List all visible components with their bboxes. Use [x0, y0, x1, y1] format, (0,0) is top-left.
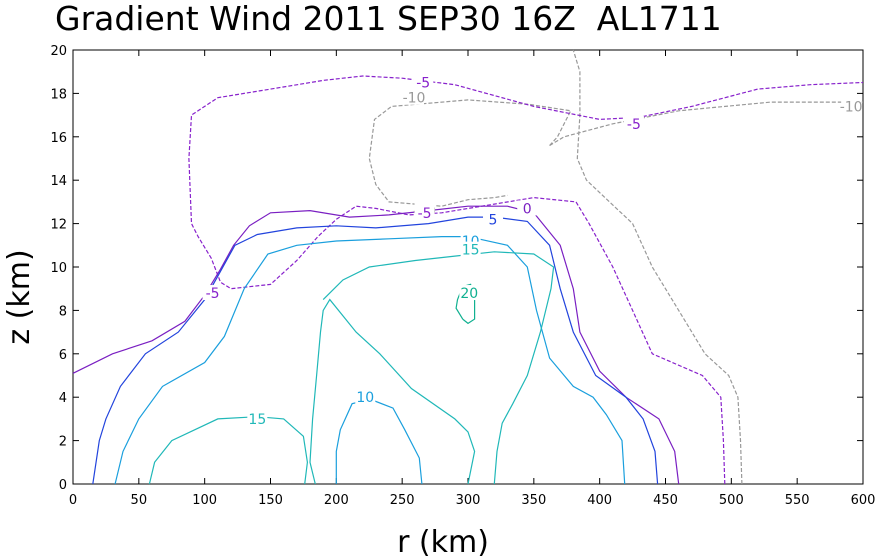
x-tick-label: 600 [851, 493, 876, 508]
y-axis-label: z (km) [2, 249, 37, 344]
y-tick-label: 4 [59, 391, 67, 406]
x-tick-label: 50 [131, 493, 148, 508]
x-axis: 0 50 100 150 200 250 300 350 400 450 500 550 600 [69, 50, 876, 508]
contour-line [309, 298, 476, 485]
contour-line [572, 49, 743, 485]
y-tick-label: 16 [50, 131, 67, 146]
contour-label-bg [247, 410, 268, 426]
contour-label-bg [414, 204, 435, 220]
contour-label-bg [841, 98, 862, 114]
contour-line [335, 398, 423, 485]
x-tick-label: 400 [587, 493, 612, 508]
contour-line [72, 205, 680, 485]
y-tick-label: 14 [50, 174, 67, 189]
x-tick-label: 0 [69, 493, 77, 508]
contour-line [92, 216, 659, 485]
contour-label-bg [460, 241, 481, 257]
contour-line [114, 236, 626, 485]
contour-label: 20 [460, 286, 478, 302]
contour-line [322, 251, 555, 485]
y-tick-label: 12 [50, 218, 67, 233]
contour-label: -5 [418, 206, 432, 222]
contour-label: 0 [523, 201, 532, 217]
y-tick-label: 18 [50, 87, 67, 102]
contour-line [455, 283, 476, 325]
contour-line [148, 416, 309, 485]
chart-title: Gradient Wind 2011 SEP30 16Z AL1711 [55, 0, 722, 38]
contour-line [368, 99, 572, 207]
contour-line [188, 75, 864, 485]
x-axis-label: r (km) [397, 525, 489, 559]
x-tick-label: 500 [719, 493, 744, 508]
x-tick-label: 200 [324, 493, 349, 508]
contour-label: 5 [489, 212, 498, 228]
contour-label-bg [202, 285, 223, 301]
x-tick-label: 150 [258, 493, 283, 508]
contour-label-bg [483, 211, 504, 227]
contour-label-bg [623, 115, 644, 131]
contour-lines [72, 49, 864, 485]
x-tick-label: 550 [785, 493, 810, 508]
y-tick-label: 8 [59, 304, 67, 319]
contour-label: 10 [356, 390, 374, 406]
y-tick-label: 10 [50, 261, 67, 276]
contour-line [549, 101, 863, 147]
contour-label: -5 [627, 117, 641, 133]
y-tick-label: 2 [59, 435, 67, 450]
x-tick-label: 300 [456, 493, 481, 508]
y-tick-label: 20 [50, 44, 67, 59]
y-tick-label: 0 [59, 478, 67, 493]
x-tick-label: 350 [521, 493, 546, 508]
contour-label-bg [459, 285, 480, 301]
x-tick-label: 250 [390, 493, 415, 508]
contour-label-bg [404, 89, 425, 105]
contour-label: -5 [206, 286, 220, 302]
x-tick-label: 100 [192, 493, 217, 508]
contour-label: -5 [416, 76, 430, 92]
contour-label-bg [413, 74, 434, 90]
contour-label: 15 [248, 412, 266, 428]
x-tick-label: 450 [653, 493, 678, 508]
contour-label-bg [355, 389, 376, 405]
y-tick-label: 6 [59, 348, 67, 363]
plot-frame [72, 49, 864, 485]
contour-label: -10 [840, 99, 863, 115]
contour-label-bg [517, 200, 538, 216]
contour-label: 15 [462, 243, 480, 259]
contour-labels: -10-10-10-5-5-5-5051010151520 [202, 74, 863, 428]
contour-label: -10 [403, 91, 426, 107]
y-axis: 0 2 4 6 8 10 12 14 16 18 20 [50, 44, 863, 493]
